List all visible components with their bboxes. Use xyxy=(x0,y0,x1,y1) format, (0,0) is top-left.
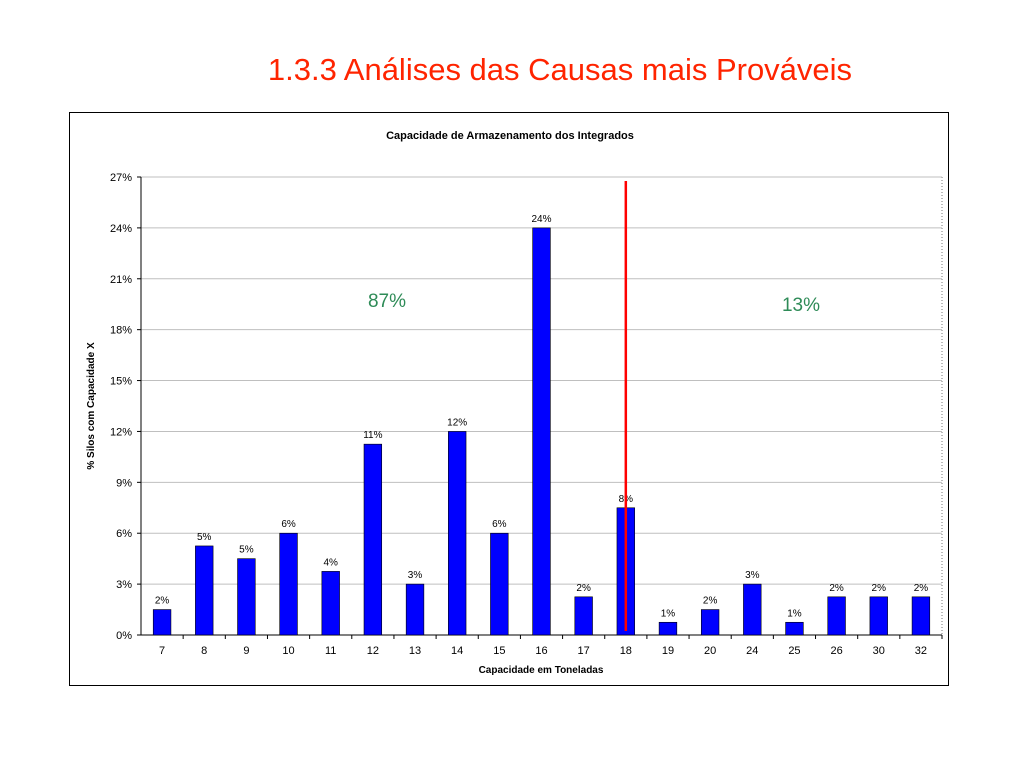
x-tick-label: 14 xyxy=(451,645,463,657)
data-label: 12% xyxy=(447,417,467,428)
data-label: 24% xyxy=(531,214,551,225)
bar-7 xyxy=(152,609,172,636)
y-axis-label: % Silos com Capacidade X xyxy=(86,342,97,470)
x-tick-label: 15 xyxy=(493,645,505,657)
x-axis-label: Capacidade em Toneladas xyxy=(479,665,604,676)
share-right-label: 13% xyxy=(782,295,820,316)
bar-17 xyxy=(574,596,593,636)
data-label: 2% xyxy=(703,596,718,607)
x-tick-label: 24 xyxy=(746,645,758,657)
data-label: 2% xyxy=(829,583,844,594)
bar-8 xyxy=(195,545,214,636)
x-tick-label: 7 xyxy=(159,645,165,657)
bar-13 xyxy=(405,583,425,636)
x-tick-label: 30 xyxy=(873,645,885,657)
slide-title: 1.3.3 Análises das Causas mais Prováveis xyxy=(267,52,853,87)
data-label: 11% xyxy=(363,430,382,441)
data-label: 2% xyxy=(872,583,887,594)
y-tick-label: 6% xyxy=(116,528,132,540)
y-tick-label: 21% xyxy=(110,274,132,286)
bar-10 xyxy=(279,532,298,636)
bar-20 xyxy=(700,609,720,636)
y-tick-label: 18% xyxy=(110,325,132,337)
bar-19 xyxy=(658,621,678,636)
bar-11 xyxy=(321,571,340,636)
x-tick-label: 9 xyxy=(243,645,249,657)
data-label: 1% xyxy=(787,608,802,619)
data-label: 2% xyxy=(155,596,170,607)
bar-30 xyxy=(869,596,888,636)
data-label: 3% xyxy=(408,570,423,581)
x-tick-label: 17 xyxy=(578,645,590,657)
bar-16 xyxy=(532,227,551,636)
bar-26 xyxy=(827,596,846,636)
data-label: 5% xyxy=(239,545,254,556)
bar-32 xyxy=(911,596,931,636)
y-tick-label: 15% xyxy=(110,376,132,388)
x-tick-label: 16 xyxy=(535,645,547,657)
data-label: 6% xyxy=(492,519,507,530)
x-tick-label: 18 xyxy=(620,645,632,657)
x-tick-label: 10 xyxy=(282,645,294,657)
x-tick-label: 25 xyxy=(788,645,800,657)
bar-24 xyxy=(743,583,762,636)
bar-9 xyxy=(237,558,256,636)
y-tick-label: 24% xyxy=(110,223,132,235)
chart-frame: Capacidade de Armazenamento dos Integrad… xyxy=(69,112,949,686)
bar-25 xyxy=(785,621,804,636)
x-tick-label: 20 xyxy=(704,645,716,657)
bar-14 xyxy=(448,431,467,636)
x-tick-label: 8 xyxy=(201,645,207,657)
y-tick-label: 0% xyxy=(116,630,132,642)
data-label: 2% xyxy=(914,583,929,594)
y-tick-label: 27% xyxy=(110,172,132,184)
bar-chart: Capacidade de Armazenamento dos Integrad… xyxy=(86,130,943,676)
chart-title: Capacidade de Armazenamento dos Integrad… xyxy=(386,130,634,142)
bar-12 xyxy=(363,443,383,636)
y-tick-label: 12% xyxy=(110,426,132,438)
y-tick-label: 3% xyxy=(116,579,132,591)
data-label: 4% xyxy=(323,557,338,568)
data-label: 5% xyxy=(197,532,212,543)
x-tick-label: 19 xyxy=(662,645,674,657)
bar-15 xyxy=(490,532,509,636)
data-label: 6% xyxy=(281,519,296,530)
x-tick-label: 26 xyxy=(830,645,842,657)
x-tick-label: 13 xyxy=(409,645,421,657)
y-tick-label: 9% xyxy=(116,477,132,489)
x-tick-label: 12 xyxy=(367,645,379,657)
data-label: 1% xyxy=(661,608,676,619)
x-tick-label: 11 xyxy=(325,645,336,657)
share-left-label: 87% xyxy=(368,291,406,312)
data-label: 2% xyxy=(576,583,591,594)
x-tick-label: 32 xyxy=(915,645,927,657)
data-label: 3% xyxy=(745,570,760,581)
